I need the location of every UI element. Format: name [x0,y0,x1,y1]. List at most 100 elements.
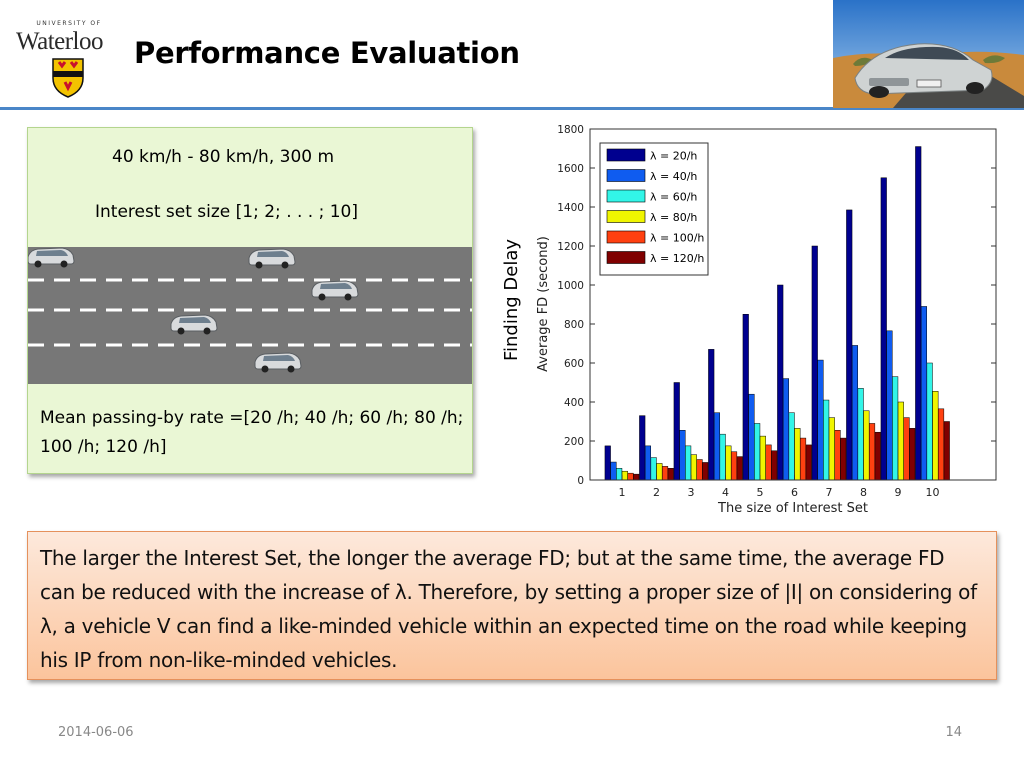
scenario-panel: 40 km/h - 80 km/h, 300 m Interest set si… [27,127,473,474]
x-tick-label: 1 [619,486,626,499]
university-logo: UNIVERSITY OF Waterloo [14,18,124,98]
x-tick-label: 9 [895,486,902,499]
x-tick-label: 8 [860,486,867,499]
y-tick-label: 1200 [557,241,584,253]
car-photo [833,0,1024,108]
plot-frame [589,128,997,481]
bar [621,470,628,481]
bar [731,451,738,481]
bar [851,345,858,481]
y-tick-label: 800 [564,319,584,331]
x-tick-label: 6 [791,486,798,499]
legend-label: λ = 100/h [650,232,704,245]
bar [915,146,922,481]
bar [823,399,830,481]
legend-swatch [606,189,646,203]
bar [650,457,657,481]
x-axis-label: The size of Interest Set [717,501,868,516]
bar [811,245,818,481]
y-tick-label: 600 [564,358,584,370]
header-divider [0,107,1024,110]
side-label: Finding Delay [501,239,522,361]
bar [690,454,697,481]
mean-rate-text: Mean passing-by rate =[20 /h; 40 /h; 60 … [40,408,464,457]
bar [834,430,841,481]
bar [920,306,927,481]
bar [627,472,634,481]
bar [719,433,726,481]
bar [702,462,709,481]
bar [604,445,611,481]
bar [765,444,772,481]
bar [828,417,835,481]
y-tick-label: 0 [577,475,584,487]
bar [794,428,801,481]
legend-swatch [606,210,646,223]
y-tick-label: 1600 [557,163,584,175]
bar [800,437,807,481]
conclusion-text: The larger the Interest Set, the longer … [40,546,977,672]
bar [943,421,950,481]
bar [926,362,933,481]
finding-delay-chart: Finding Delay Average FD (second) The si… [501,124,997,516]
bar [880,177,887,481]
legend-label: λ = 60/h [650,191,697,204]
footer-date: 2014-06-06 [58,725,134,740]
bar [817,359,824,481]
logo-name: Waterloo [16,28,104,55]
bar [610,461,617,481]
bar [736,456,743,481]
car-icon [248,248,296,269]
crest-icon [52,58,84,98]
y-tick-label: 1000 [557,280,584,292]
bar [673,382,680,481]
page-title: Performance Evaluation [134,36,520,70]
bar [742,314,749,481]
logo-top-text: UNIVERSITY OF [36,20,102,27]
x-tick-label: 4 [722,486,729,499]
bar [656,463,663,481]
bar [869,423,876,481]
bar [782,378,789,481]
bar [874,431,881,481]
x-tick-label: 10 [926,486,940,499]
bar [685,445,692,481]
bar [805,444,812,481]
bar [633,473,640,481]
bar [696,459,703,481]
bar [840,437,847,481]
bar [616,468,623,481]
legend-label: λ = 20/h [650,150,697,163]
bar [771,450,778,481]
x-tick-label: 3 [688,486,695,499]
bar [713,412,720,481]
bar [909,428,916,481]
y-tick-label: 200 [564,436,584,448]
bar [708,349,715,481]
bar [759,435,766,481]
legend-swatch [606,169,646,182]
y-tick-label: 1800 [557,124,584,136]
x-tick-label: 2 [653,486,660,499]
speed-range-text: 40 km/h - 80 km/h, 300 m [112,147,335,167]
bar [644,445,651,481]
car-icon [170,314,218,335]
legend-swatch [606,251,646,264]
bar [748,393,755,481]
legend-label: λ = 80/h [650,211,697,224]
conclusion-box: The larger the Interest Set, the longer … [27,531,997,680]
bar [662,466,669,481]
bar [932,391,939,481]
car-icon [311,280,359,301]
bar [788,412,795,481]
car-icon [27,247,75,268]
interest-set-text: Interest set size [1; 2; . . . ; 10] [95,202,359,222]
bar [777,284,784,481]
x-tick-label: 5 [757,486,764,499]
bar [857,388,864,481]
bar [667,468,674,481]
bar [725,445,732,481]
bar [639,415,646,481]
bar [938,408,945,481]
y-tick-label: 1400 [557,202,584,214]
